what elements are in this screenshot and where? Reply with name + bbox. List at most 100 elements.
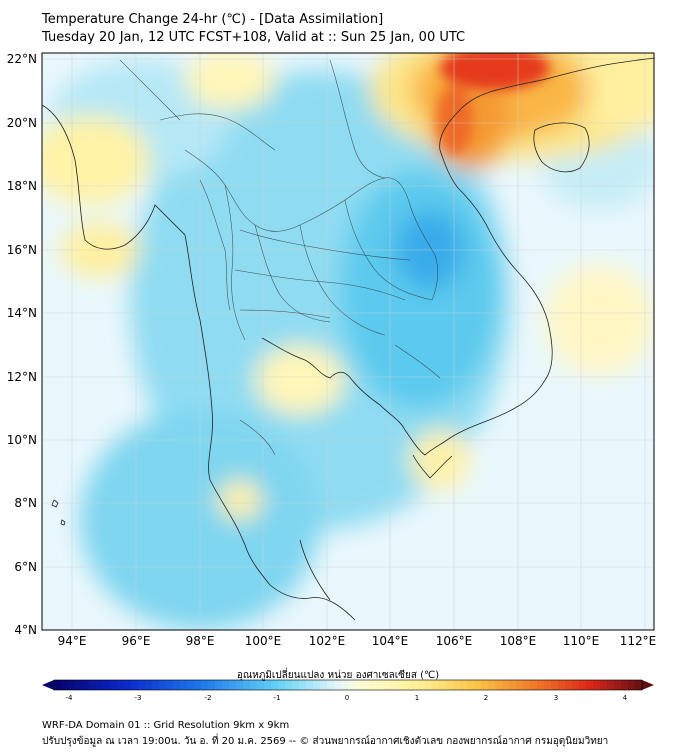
colorbar-segment: [68, 680, 76, 690]
lat-axis: 22°N 20°N 18°N 16°N 14°N 12°N 10°N 8°N 6…: [7, 52, 37, 637]
colorbar-segment: [187, 680, 195, 690]
colorbar-tick: -3: [135, 694, 142, 702]
colorbar-segment: [264, 680, 272, 690]
colorbar-segment: [75, 680, 83, 690]
colorbar-title: อุณหภูมิเปลี่ยนแปลง หน่วย องศาเซลเซียส (…: [236, 670, 440, 681]
colorbar-segment: [509, 680, 517, 690]
colorbar-segment: [355, 680, 363, 690]
chart-title: Temperature Change 24-hr (℃) - [Data Ass…: [42, 12, 384, 27]
footer-model-info: WRF-DA Domain 01 :: Grid Resolution 9km …: [42, 720, 290, 731]
lon-label: 112°E: [620, 634, 657, 648]
admin-borders: [119, 59, 441, 456]
colorbar-segment: [474, 680, 482, 690]
colorbar-segment: [166, 680, 174, 690]
colorbar-min-arrow: [42, 680, 54, 690]
colorbar-segment: [278, 680, 286, 690]
colorbar-segment: [572, 680, 580, 690]
colorbar-segment: [117, 680, 125, 690]
colorbar-segment: [446, 680, 454, 690]
colorbar-segment: [159, 680, 167, 690]
colorbar-tick: 2: [484, 694, 488, 702]
colorbar-frame: [53, 679, 643, 691]
colorbar-segment: [376, 680, 384, 690]
lon-label: 108°E: [500, 634, 537, 648]
coastlines: [42, 57, 654, 621]
colorbar: -4 -3 -2 -1 0 1 2 3 4: [42, 679, 654, 702]
colorbar-segment: [61, 680, 69, 690]
lat-label: 10°N: [7, 433, 37, 447]
colorbar-segment: [565, 680, 573, 690]
colorbar-segment: [390, 680, 398, 690]
colorbar-tick: -1: [274, 694, 281, 702]
lat-label: 6°N: [14, 560, 37, 574]
colorbar-segment: [495, 680, 503, 690]
colorbar-segment: [152, 680, 160, 690]
colorbar-segment: [628, 680, 636, 690]
colorbar-tick: 0: [345, 694, 349, 702]
colorbar-segment: [89, 680, 97, 690]
colorbar-segment: [236, 680, 244, 690]
colorbar-segment: [222, 680, 230, 690]
colorbar-segment: [243, 680, 251, 690]
colorbar-segment: [460, 680, 468, 690]
colorbar-segment: [579, 680, 587, 690]
colorbar-segment: [313, 680, 321, 690]
colorbar-segment: [362, 680, 370, 690]
colorbar-segment: [544, 680, 552, 690]
lon-label: 110°E: [563, 634, 600, 648]
colorbar-segment: [138, 680, 146, 690]
colorbar-segment: [54, 680, 62, 690]
colorbar-segment: [327, 680, 335, 690]
colorbar-segment: [502, 680, 510, 690]
colorbar-segment: [418, 680, 426, 690]
colorbar-segment: [383, 680, 391, 690]
colorbar-segment: [411, 680, 419, 690]
plot-frame: [41, 52, 655, 631]
colorbar-segment: [173, 680, 181, 690]
colorbar-segments: [54, 680, 643, 690]
colorbar-segment: [306, 680, 314, 690]
colorbar-segment: [404, 680, 412, 690]
colorbar-ticks: -4 -3 -2 -1 0 1 2 3 4: [66, 694, 628, 702]
lon-label: 104°E: [372, 634, 409, 648]
colorbar-segment: [341, 680, 349, 690]
colorbar-segment: [467, 680, 475, 690]
lon-label: 98°E: [186, 634, 215, 648]
colorbar-segment: [348, 680, 356, 690]
colorbar-segment: [250, 680, 258, 690]
lat-label: 8°N: [14, 496, 37, 510]
colorbar-segment: [180, 680, 188, 690]
colorbar-tick: 3: [554, 694, 558, 702]
colorbar-segment: [229, 680, 237, 690]
colorbar-segment: [124, 680, 132, 690]
chart-subtitle: Tuesday 20 Jan, 12 UTC FCST+108, Valid a…: [42, 30, 466, 45]
colorbar-segment: [516, 680, 524, 690]
lon-label: 102°E: [309, 634, 346, 648]
colorbar-segment: [369, 680, 377, 690]
colorbar-segment: [96, 680, 104, 690]
colorbar-segment: [488, 680, 496, 690]
lon-label: 94°E: [58, 634, 87, 648]
lat-label: 12°N: [7, 370, 37, 384]
colorbar-tick: 4: [623, 694, 628, 702]
colorbar-segment: [215, 680, 223, 690]
colorbar-segment: [635, 680, 643, 690]
colorbar-segment: [194, 680, 202, 690]
colorbar-segment: [271, 680, 279, 690]
colorbar-tick: -4: [66, 694, 74, 702]
lat-label: 16°N: [7, 243, 37, 257]
colorbar-segment: [131, 680, 139, 690]
colorbar-segment: [397, 680, 405, 690]
colorbar-tick: 1: [415, 694, 419, 702]
colorbar-segment: [432, 680, 440, 690]
colorbar-segment: [453, 680, 461, 690]
colorbar-segment: [607, 680, 615, 690]
colorbar-segment: [110, 680, 118, 690]
lat-label: 22°N: [7, 52, 37, 66]
colorbar-segment: [285, 680, 293, 690]
colorbar-segment: [439, 680, 447, 690]
colorbar-segment: [292, 680, 300, 690]
colorbar-segment: [530, 680, 538, 690]
lat-label: 20°N: [7, 116, 37, 130]
